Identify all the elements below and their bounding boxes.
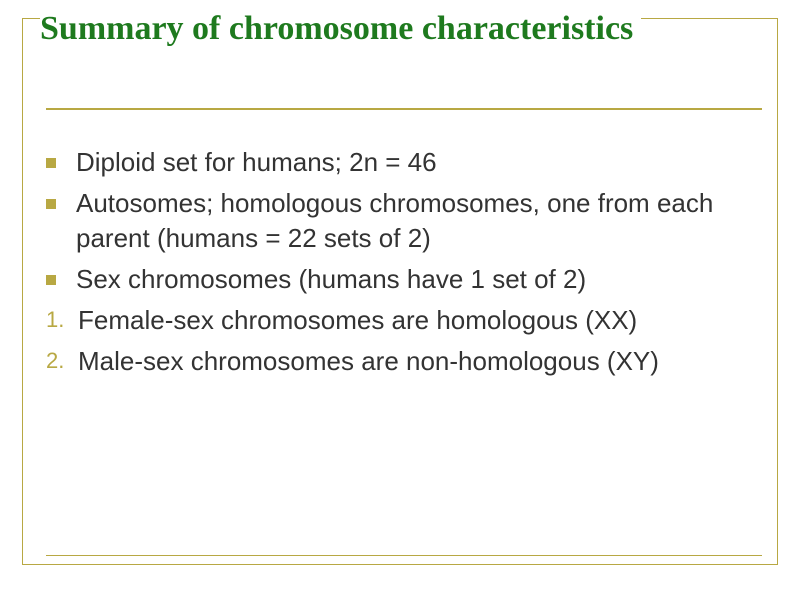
number-marker: 2. bbox=[46, 348, 64, 374]
numbered-text: Female-sex chromosomes are homologous (X… bbox=[78, 303, 637, 338]
bullet-text: Autosomes; homologous chromosomes, one f… bbox=[76, 186, 762, 256]
bottom-underline bbox=[46, 555, 762, 557]
bullet-item: Diploid set for humans; 2n = 46 bbox=[46, 145, 762, 180]
slide-title: Summary of chromosome characteristics bbox=[40, 8, 633, 51]
square-bullet-icon bbox=[46, 199, 56, 209]
bullet-item: Autosomes; homologous chromosomes, one f… bbox=[46, 186, 762, 256]
square-bullet-icon bbox=[46, 158, 56, 168]
numbered-item: 1. Female-sex chromosomes are homologous… bbox=[46, 303, 762, 338]
bullet-text: Sex chromosomes (humans have 1 set of 2) bbox=[76, 262, 586, 297]
title-container: Summary of chromosome characteristics bbox=[40, 8, 641, 51]
bullet-text: Diploid set for humans; 2n = 46 bbox=[76, 145, 437, 180]
title-underline bbox=[46, 108, 762, 110]
square-bullet-icon bbox=[46, 275, 56, 285]
numbered-item: 2. Male-sex chromosomes are non-homologo… bbox=[46, 344, 762, 379]
number-marker: 1. bbox=[46, 307, 64, 333]
slide-content: Diploid set for humans; 2n = 46 Autosome… bbox=[46, 145, 762, 386]
numbered-text: Male-sex chromosomes are non-homologous … bbox=[78, 344, 659, 379]
bullet-item: Sex chromosomes (humans have 1 set of 2) bbox=[46, 262, 762, 297]
